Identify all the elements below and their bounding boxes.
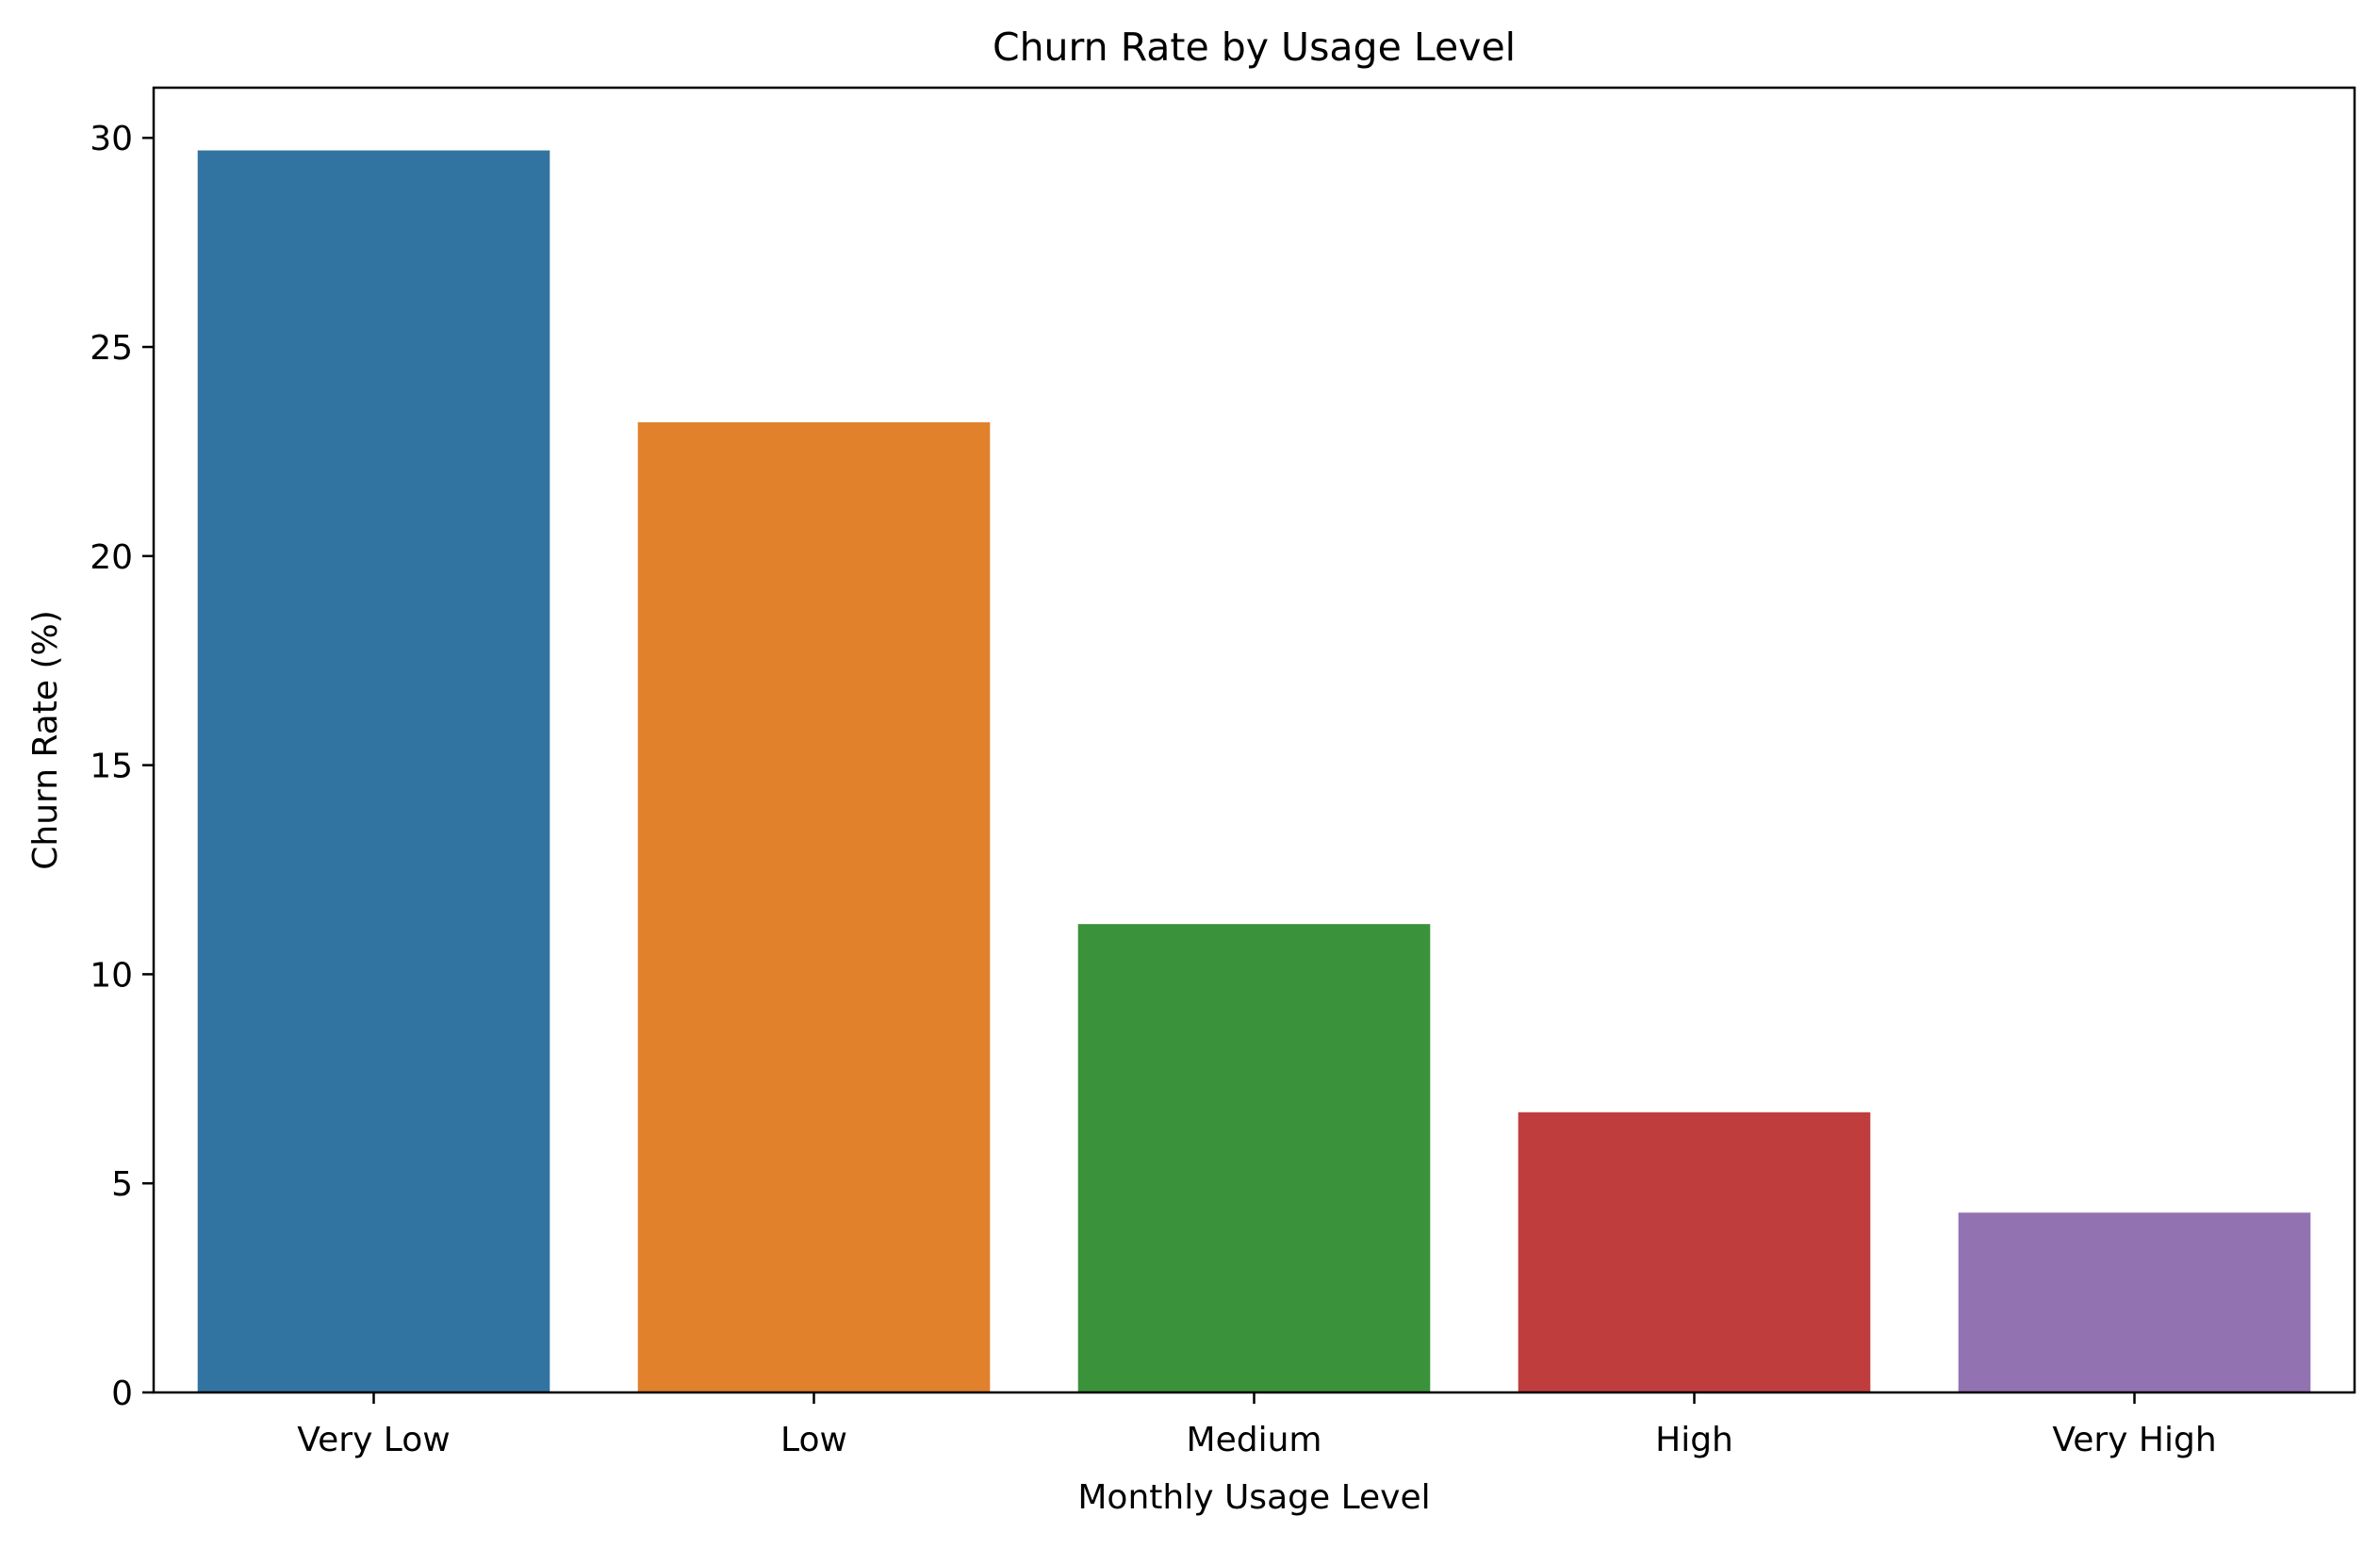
- x-tick-label: High: [1655, 1421, 1733, 1459]
- x-tick-label: Very Low: [297, 1421, 450, 1459]
- y-tick-label: 25: [90, 329, 133, 368]
- bars-layer: [197, 150, 2311, 1393]
- x-tick-label: Low: [780, 1421, 847, 1459]
- y-tick-label: 20: [90, 538, 133, 577]
- x-tick-label: Very High: [2052, 1421, 2216, 1459]
- plot-frame: [152, 86, 2356, 1394]
- x-tick-label: Medium: [1187, 1421, 1322, 1459]
- y-tick-label: 0: [111, 1375, 133, 1413]
- bar-very-low: [197, 150, 550, 1393]
- chart-title: Churn Rate by Usage Level: [993, 25, 1516, 70]
- bar-high: [1518, 1112, 1871, 1392]
- x-axis: Very Low Low Medium High Very High: [297, 1392, 2217, 1459]
- y-tick-label: 10: [90, 956, 133, 995]
- bar-low: [637, 421, 991, 1392]
- y-axis: 0 5 10 15 20 25 30: [90, 120, 154, 1413]
- bar-medium: [1077, 924, 1431, 1392]
- y-tick-label: 15: [90, 748, 133, 786]
- y-axis-label: Churn Rate (%): [26, 610, 65, 869]
- y-tick-label: 30: [90, 120, 133, 158]
- x-axis-label: Monthly Usage Level: [1077, 1478, 1430, 1517]
- bar-very-high: [1958, 1212, 2311, 1392]
- y-tick-label: 5: [111, 1165, 133, 1204]
